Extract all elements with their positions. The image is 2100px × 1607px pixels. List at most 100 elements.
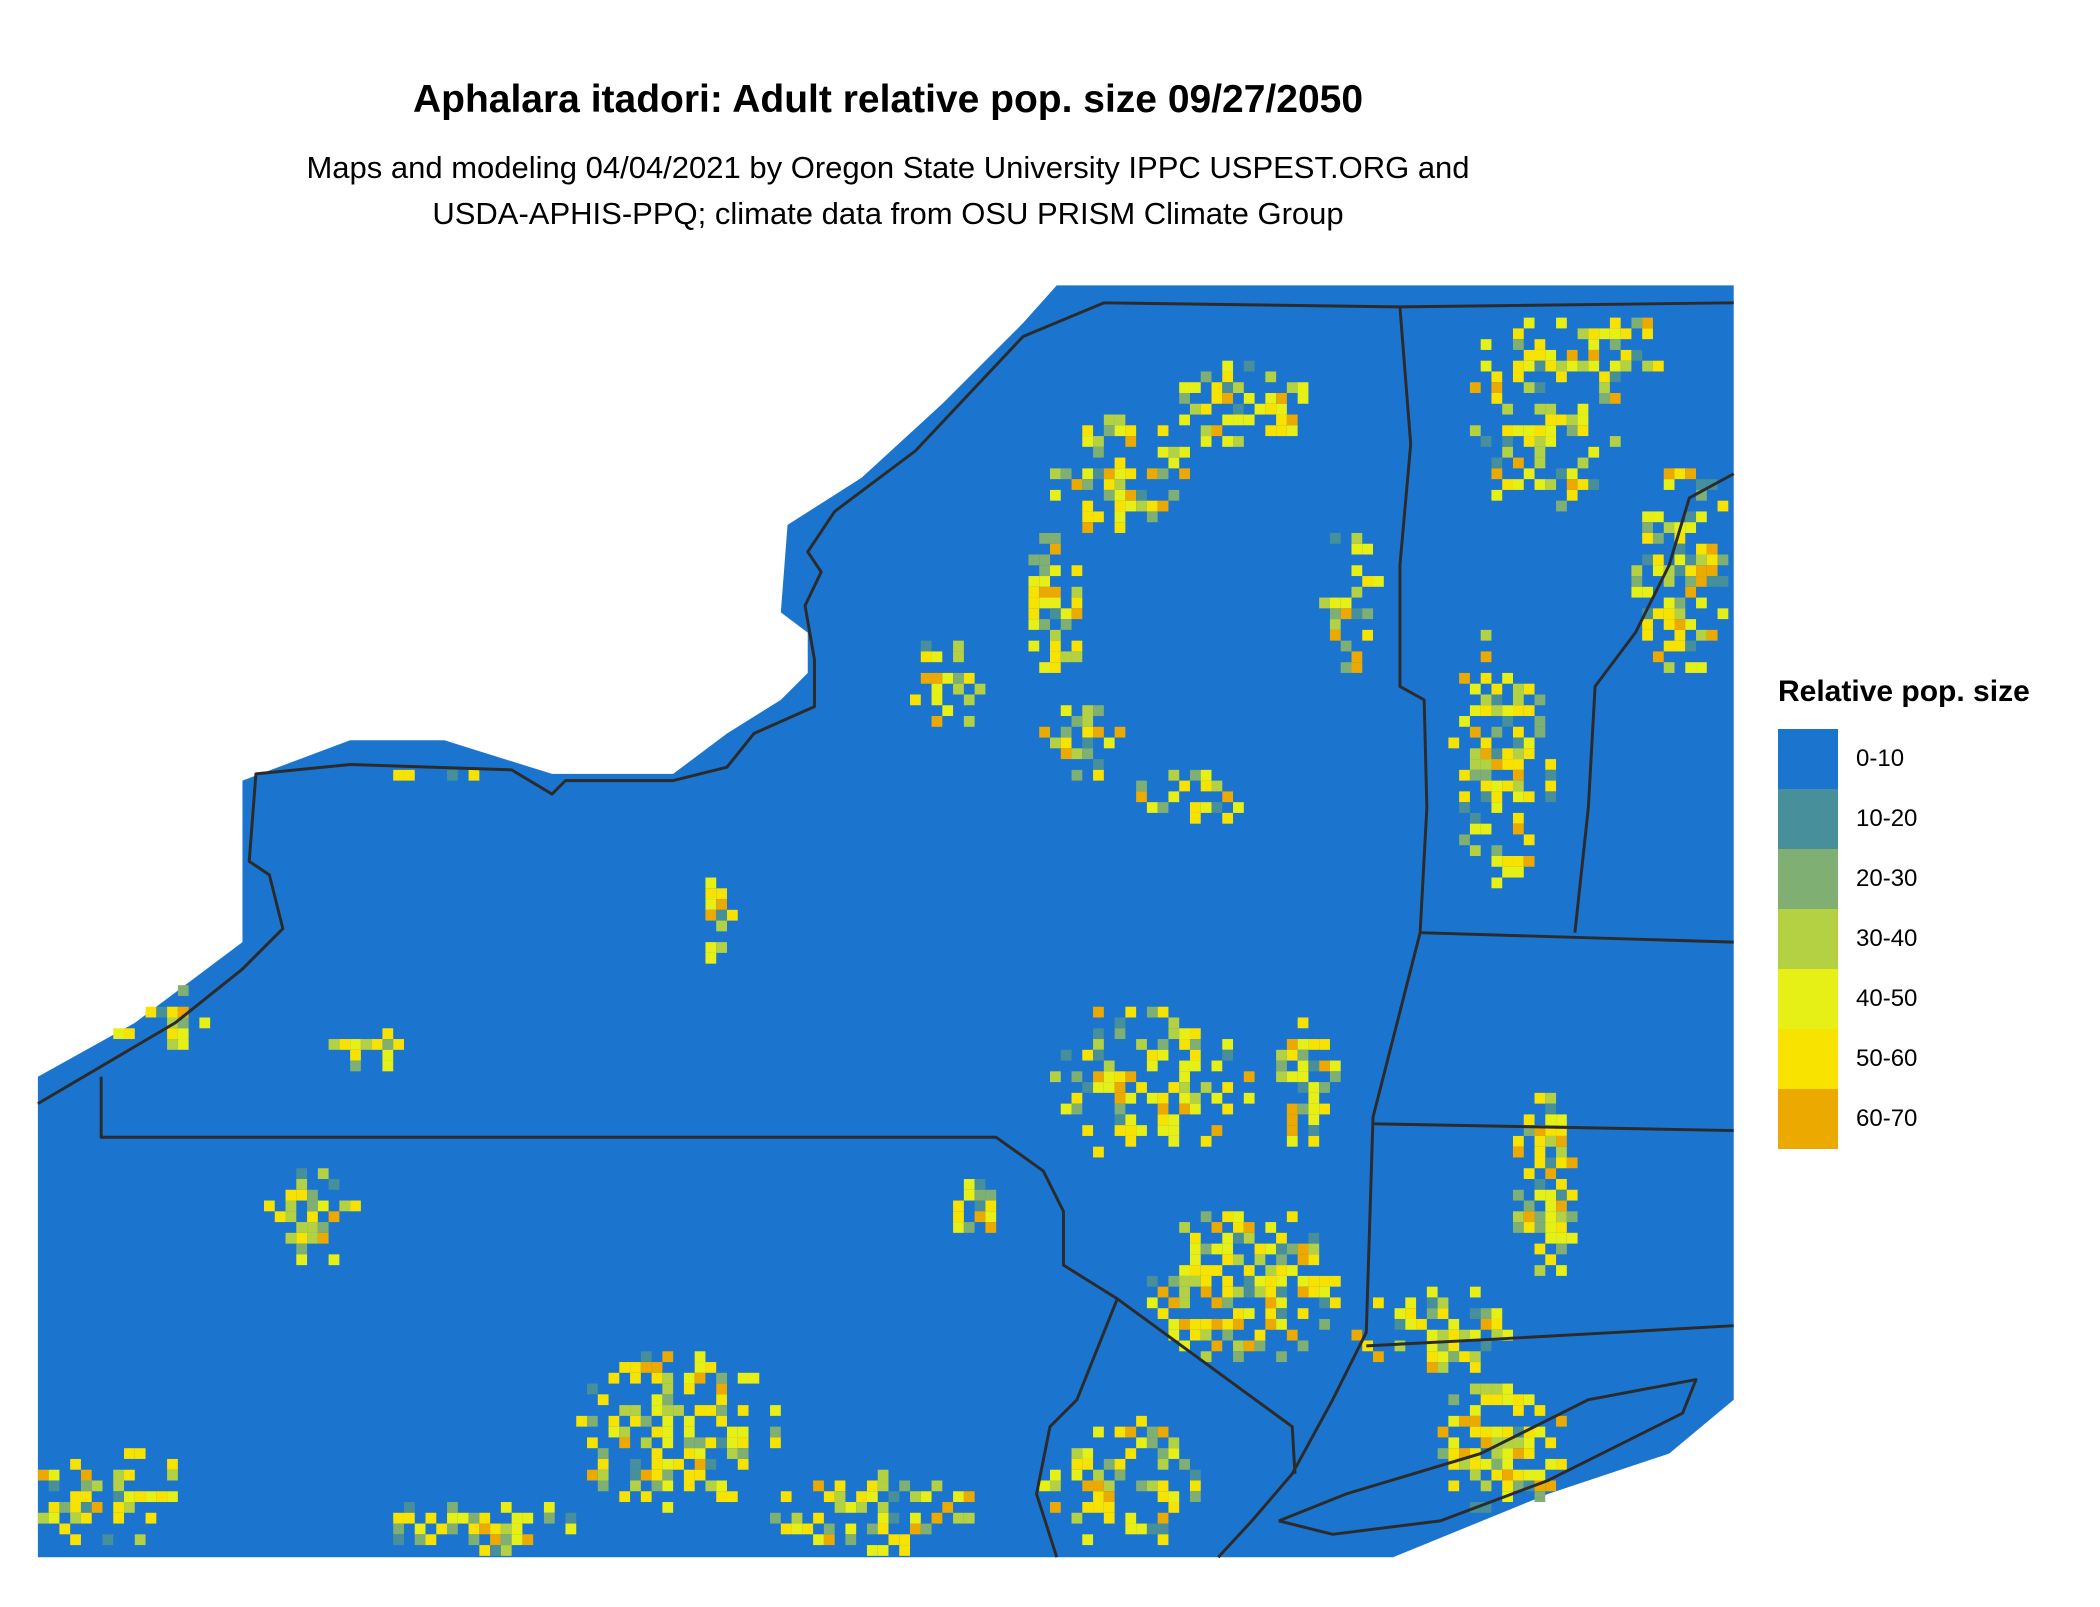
raster-cell [716,1491,727,1503]
raster-cell [1200,1286,1212,1298]
raster-cell [1308,1039,1320,1050]
raster-cell [1588,328,1600,340]
raster-cell [1696,479,1707,490]
raster-cell [1491,1318,1503,1330]
raster-cell [1082,1480,1094,1492]
raster-cell [1146,802,1158,813]
raster-cell [1502,780,1513,792]
raster-cell [1189,1243,1201,1255]
raster-cell [296,1168,308,1180]
raster-cell [1168,1028,1180,1040]
raster-cell [80,1512,92,1524]
raster-cell [1319,1103,1330,1115]
raster-cell [1265,1297,1277,1309]
raster-cell [1146,1297,1158,1309]
raster-cell [1233,1232,1244,1244]
raster-cell [716,888,727,900]
raster-cell [1082,479,1094,490]
raster-cell [1642,360,1653,372]
raster-cell [1491,1426,1503,1438]
raster-cell [1609,328,1621,340]
raster-cell [651,1458,663,1470]
raster-cell [662,1405,674,1416]
raster-cell [1243,1071,1255,1083]
raster-cell [1480,1318,1492,1330]
raster-cell [565,1523,577,1535]
raster-cell [1556,1125,1567,1136]
raster-cell [1168,1491,1180,1503]
raster-cell [1642,328,1653,340]
raster-cell [113,1491,125,1503]
raster-cell [1545,791,1557,803]
raster-cell [1459,769,1470,781]
raster-cell [1297,393,1309,404]
raster-cell [1534,1426,1546,1438]
raster-cell [1373,576,1384,587]
raster-cell [953,1512,964,1524]
raster-cell [1502,1383,1513,1395]
raster-cell [1189,382,1201,394]
raster-cell [1534,479,1546,490]
raster-cell [1502,446,1513,458]
raster-cell [1512,683,1524,695]
raster-cell [1243,1340,1255,1352]
raster-cell [1545,1103,1557,1115]
raster-cell [1329,1060,1341,1072]
raster-cell [630,1480,641,1492]
raster-cell [1028,576,1040,587]
raster-cell [70,1491,81,1503]
raster-cell [134,1491,146,1503]
raster-cell [1243,1308,1255,1319]
raster-cell [1093,1480,1104,1492]
raster-cell [1093,726,1104,738]
raster-cell [1599,382,1610,394]
raster-cell [716,920,727,932]
raster-cell [1545,1480,1557,1492]
raster-cell [1502,436,1513,447]
raster-cell [1469,1286,1481,1298]
raster-cell [1523,737,1535,749]
raster-cell [662,1415,674,1427]
raster-cell [1652,532,1664,544]
legend-swatch [1778,849,1838,909]
raster-cell [1211,1243,1223,1255]
raster-cell [1082,1458,1094,1470]
raster-cell [910,1491,921,1503]
raster-cell [942,672,954,684]
raster-cell [1480,1437,1492,1449]
raster-cell [134,1448,146,1459]
raster-cell [371,1039,383,1050]
raster-cell [1233,414,1244,426]
raster-cell [1362,543,1374,555]
raster-cell [1491,1383,1503,1395]
raster-cell [1157,1114,1169,1126]
raster-cell [1286,1114,1298,1126]
raster-cell [737,1458,749,1470]
raster-cell [1179,414,1190,426]
raster-cell [694,1362,706,1373]
raster-cell [597,1469,609,1481]
raster-cell [1222,393,1234,404]
raster-cell [124,1448,135,1459]
raster-cell [1609,436,1621,447]
raster-cell [1512,339,1524,350]
raster-cell [1512,1469,1524,1481]
raster-cell [1028,619,1040,630]
raster-cell [1491,694,1503,706]
raster-cell [1469,748,1481,760]
raster-cell [1093,1491,1104,1503]
raster-cell [1125,1512,1137,1524]
raster-cell [920,651,932,663]
raster-cell [522,1512,534,1524]
raster-cell [1394,1318,1406,1330]
raster-cell [1405,1308,1417,1319]
raster-cell [716,1480,727,1492]
raster-cell [1491,468,1503,480]
raster-cell [1448,1340,1460,1352]
raster-cell [1642,586,1653,598]
raster-cell [1534,436,1546,447]
raster-cell [1545,360,1557,372]
raster-cell [1125,436,1137,447]
raster-cell [1125,500,1137,512]
raster-cell [1168,446,1180,458]
